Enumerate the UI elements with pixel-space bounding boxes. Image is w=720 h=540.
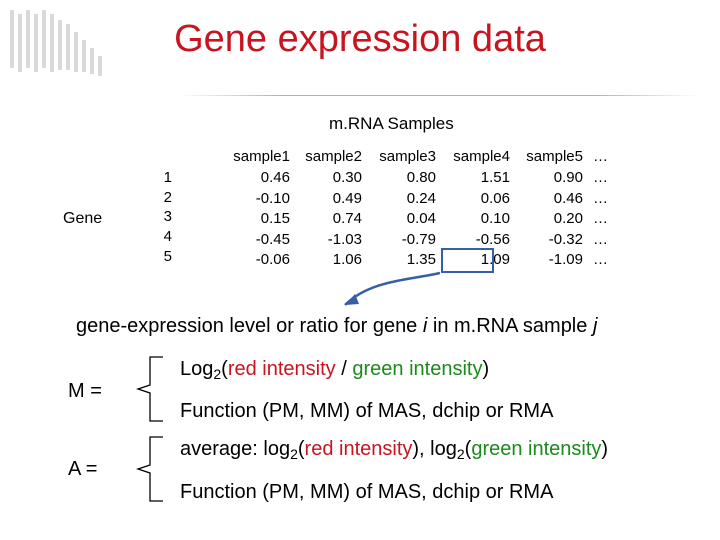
page-title: Gene expression data xyxy=(174,18,546,60)
a-paren-open: ( xyxy=(297,438,305,460)
table-column-sample4: sample4 1.51 0.06 0.10 -0.56 1.09 xyxy=(442,146,510,271)
table-cell: … xyxy=(593,230,608,248)
table-cell: 0.80 xyxy=(406,169,436,186)
row-number: 5 xyxy=(163,247,172,265)
a-label: A = xyxy=(68,458,98,480)
m-paren-open: ( xyxy=(221,358,228,380)
table-column-sample2: sample2 0.30 0.49 0.74 -1.03 1.06 xyxy=(298,146,362,271)
table-column-sample1: sample1 0.46 -0.10 0.15 -0.45 -0.06 xyxy=(228,146,290,271)
m-slash: / xyxy=(335,358,353,380)
m-log-ratio: Log2(red intensity / green intensity) xyxy=(180,358,489,382)
a-avg-prefix: average: log xyxy=(180,438,291,460)
table-cell: 1.35 xyxy=(406,251,436,268)
m-green-intensity: green intensity xyxy=(352,358,483,380)
a-log-sub: 2 xyxy=(290,446,298,462)
column-header: sample1 xyxy=(233,148,290,165)
row-numbers: 1 2 3 4 5 xyxy=(150,168,172,266)
column-header: sample3 xyxy=(379,148,436,165)
table-cell: 0.46 xyxy=(260,169,290,186)
column-header: … xyxy=(593,148,608,165)
row-number: 1 xyxy=(163,169,172,186)
table-cell: 1.09 xyxy=(480,251,510,268)
table-cell: 1.51 xyxy=(480,169,510,186)
a-paren-close: ) xyxy=(601,438,609,460)
m-function-text: Function (PM, MM) of MAS, dchip or RMA xyxy=(180,400,554,422)
table-cell: -0.32 xyxy=(548,230,583,248)
table-cell: -0.10 xyxy=(255,189,290,207)
decorative-bars-icon xyxy=(10,10,102,76)
table-cell: -1.09 xyxy=(548,251,583,268)
table-cell: -1.03 xyxy=(327,230,362,248)
table-column-sample3: sample3 0.80 0.24 0.04 -0.79 1.35 xyxy=(370,146,436,271)
table-cell: … xyxy=(593,251,608,268)
row-number: 2 xyxy=(163,188,172,206)
table-cell: 0.06 xyxy=(480,189,510,207)
a-paren-open-2: ( xyxy=(464,438,472,460)
a-green-intensity: green intensity xyxy=(471,438,602,460)
title-divider xyxy=(178,95,698,96)
column-header: sample2 xyxy=(305,148,362,165)
variable-j: j xyxy=(592,315,598,337)
m-brace-icon xyxy=(135,356,163,422)
a-mid: ), log xyxy=(412,438,457,460)
table-cell: -0.45 xyxy=(255,230,290,248)
table-cell: -0.79 xyxy=(401,230,436,248)
description-text-1: gene-expression level or ratio for gene xyxy=(76,315,423,337)
table-cell: 1.06 xyxy=(332,251,362,268)
table-cell: … xyxy=(593,189,608,207)
table-cell: 0.74 xyxy=(332,210,362,227)
a-log-sub-2: 2 xyxy=(456,446,465,462)
a-average-text: average: log2(red intensity), log2(green… xyxy=(180,438,608,462)
table-cell: -0.06 xyxy=(255,251,290,268)
column-header: sample5 xyxy=(526,148,583,165)
table-column-ellipsis: … … … … … … xyxy=(586,146,608,271)
table-cell: 0.24 xyxy=(406,189,436,207)
m-paren-close: ) xyxy=(482,358,490,380)
table-cell: … xyxy=(593,169,608,186)
table-cell: 0.15 xyxy=(260,210,290,227)
gene-label: Gene xyxy=(63,210,103,227)
a-brace-icon xyxy=(135,436,163,502)
table-cell: -0.56 xyxy=(475,230,510,248)
row-number: 3 xyxy=(163,208,172,226)
table-cell: … xyxy=(593,210,608,227)
table-cell: 0.10 xyxy=(480,210,510,227)
description-line: gene-expression level or ratio for gene … xyxy=(76,315,597,338)
description-text-2: in m.RNA sample xyxy=(427,315,593,337)
table-cell: 0.04 xyxy=(406,210,436,227)
a-red-intensity: red intensity xyxy=(304,438,413,460)
table-cell: 0.49 xyxy=(332,189,362,207)
table-cell: 0.20 xyxy=(553,210,583,227)
m-label: M = xyxy=(68,380,102,402)
table-column-sample5: sample5 0.90 0.46 0.20 -0.32 -1.09 xyxy=(515,146,583,271)
m-red-intensity: red intensity xyxy=(227,358,336,380)
table-cell: 0.90 xyxy=(553,169,583,186)
highlight-box xyxy=(441,248,494,273)
table-cell: 0.46 xyxy=(553,189,583,207)
pointer-arrow-icon xyxy=(344,271,441,306)
m-log-prefix: Log xyxy=(180,358,214,380)
column-header: sample4 xyxy=(453,148,510,165)
table-cell: 0.30 xyxy=(332,169,362,186)
variable-i: i xyxy=(422,315,428,337)
samples-heading: m.RNA Samples xyxy=(329,114,454,133)
m-log-sub: 2 xyxy=(213,366,222,382)
a-function-text: Function (PM, MM) of MAS, dchip or RMA xyxy=(180,481,554,503)
row-number: 4 xyxy=(163,228,172,246)
